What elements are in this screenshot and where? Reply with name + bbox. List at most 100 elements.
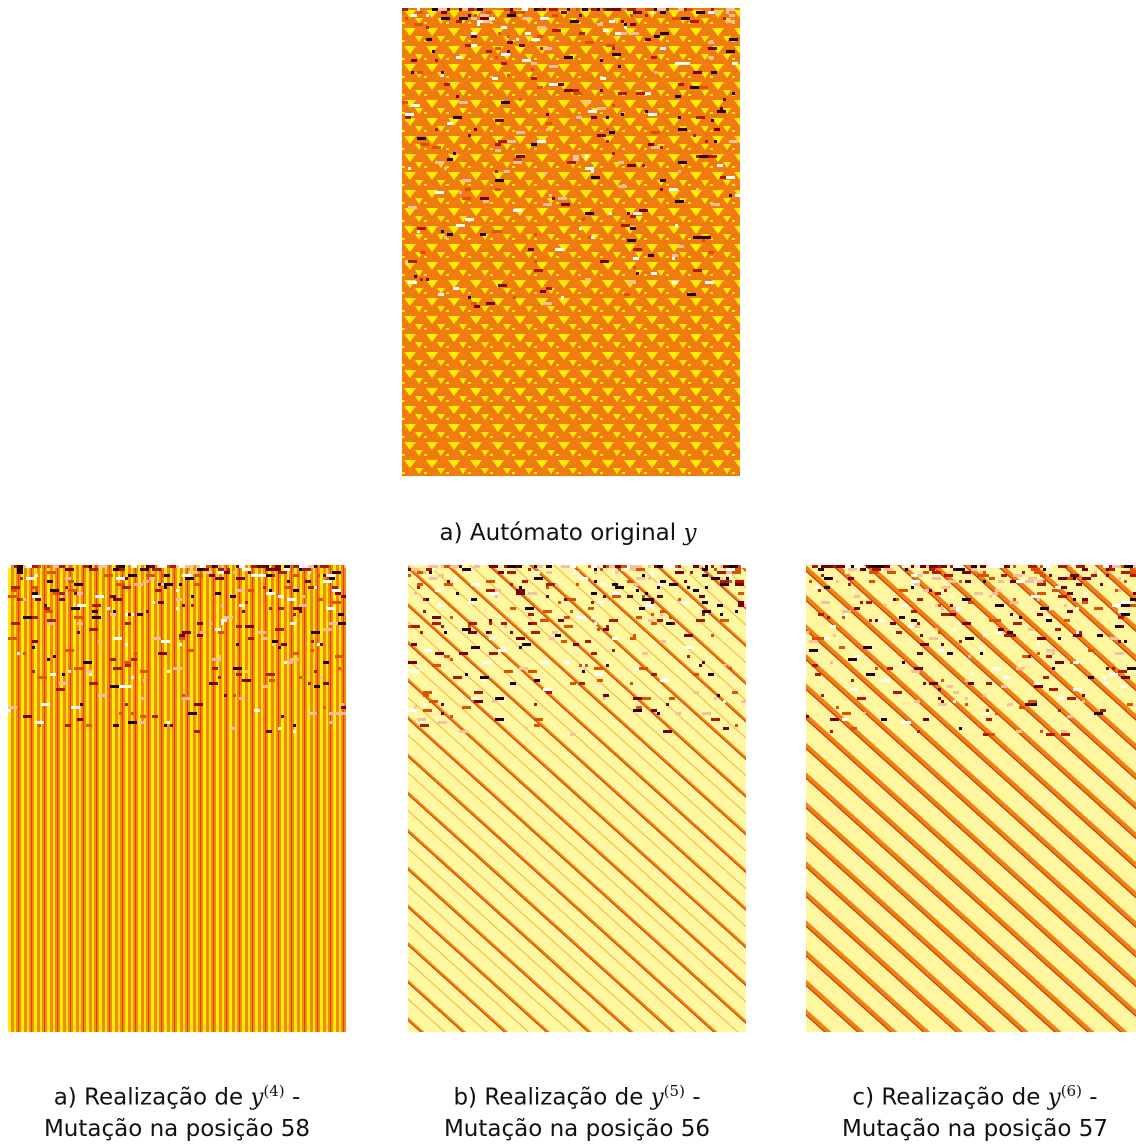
texture-cell [269, 607, 272, 610]
texture-cell [98, 694, 107, 697]
texture-cell [284, 568, 290, 571]
texture-cell [266, 730, 272, 733]
texture-cell [92, 604, 101, 607]
texture-cell [242, 610, 245, 613]
texture-cell [239, 697, 245, 700]
texture-cell [983, 571, 986, 574]
texture-cell [98, 640, 101, 643]
texture-cell [732, 691, 738, 694]
texture-cell [441, 11, 447, 14]
texture-cell [546, 571, 552, 574]
texture-cell [729, 574, 732, 577]
texture-cell [429, 700, 438, 703]
texture-cell [507, 74, 510, 77]
texture-cell [738, 592, 744, 595]
texture-cell [408, 206, 417, 209]
texture-cell [648, 113, 657, 116]
texture-cell [77, 604, 86, 607]
texture-cell [606, 140, 609, 143]
texture-cell [642, 595, 645, 598]
texture-cell [447, 580, 450, 583]
texture-cell [711, 203, 720, 206]
texture-cell [95, 595, 104, 598]
texture-cell [612, 649, 615, 652]
texture-cell [131, 676, 134, 679]
texture-cell [1010, 601, 1019, 604]
texture-cell [429, 565, 438, 568]
texture-cell [540, 290, 546, 293]
texture-cell [218, 631, 224, 634]
texture-cell [179, 565, 185, 568]
texture-cell [89, 673, 92, 676]
texture-cell [522, 580, 528, 583]
texture-cell [702, 610, 711, 613]
texture-cell [675, 200, 684, 203]
texture-cell [1115, 589, 1118, 592]
texture-cell [567, 8, 570, 11]
texture-cell [923, 571, 929, 574]
texture-cell [660, 32, 669, 35]
texture-cell [17, 598, 20, 601]
texture-cell [699, 155, 708, 158]
texture-cell [468, 601, 474, 604]
texture-cell [432, 50, 435, 53]
texture-cell [474, 700, 483, 703]
texture-cell [947, 652, 953, 655]
texture-cell [708, 11, 714, 14]
caption-line: Mutação na posição 57 [798, 1114, 1136, 1145]
texture-cell [968, 601, 974, 604]
texture-cell [495, 179, 504, 182]
texture-cell [558, 619, 564, 622]
texture-cell [182, 697, 191, 700]
texture-cell [290, 622, 296, 625]
texture-cell [465, 218, 474, 221]
texture-cell [65, 724, 71, 727]
texture-cell [735, 565, 738, 568]
texture-cell [941, 613, 950, 616]
texture-cell [516, 11, 525, 14]
texture-cell [597, 134, 606, 137]
texture-cell [854, 568, 857, 571]
texture-cell [1094, 607, 1103, 610]
texture-cell [881, 679, 890, 682]
texture-cell [188, 712, 197, 715]
texture-cell [606, 116, 609, 119]
texture-cell [612, 637, 618, 640]
texture-cell [1052, 667, 1055, 670]
texture-cell [1082, 598, 1088, 601]
texture-cell [645, 604, 654, 607]
texture-cell [344, 565, 346, 568]
texture-cell [1064, 604, 1067, 607]
texture-cell [980, 652, 983, 655]
texture-cell [693, 589, 699, 592]
texture-cell [971, 673, 974, 676]
texture-cell [441, 625, 444, 628]
texture-cell [630, 215, 636, 218]
texture-cell [696, 188, 699, 191]
texture-cell [678, 83, 684, 86]
texture-cell [609, 619, 618, 622]
texture-cell [236, 643, 239, 646]
texture-cell [477, 20, 483, 23]
texture-cell [935, 604, 938, 607]
texture-cell [606, 625, 609, 628]
texture-cell [269, 679, 275, 682]
texture-cell [854, 595, 860, 598]
texture-cell [525, 628, 528, 631]
texture-cell [869, 580, 875, 583]
texture-cell [732, 92, 735, 95]
texture-cell [980, 565, 986, 568]
texture-cell [570, 610, 573, 613]
texture-cell [651, 571, 654, 574]
texture-cell [959, 727, 962, 730]
texture-cell [32, 670, 35, 673]
texture-cell [911, 610, 917, 613]
texture-cell [408, 661, 417, 664]
texture-cell [672, 257, 675, 260]
texture-cell [830, 625, 836, 628]
pattern [402, 8, 740, 476]
texture-cell [453, 116, 462, 119]
texture-cell [414, 592, 417, 595]
texture-cell [723, 664, 726, 667]
texture-cell [1109, 568, 1115, 571]
